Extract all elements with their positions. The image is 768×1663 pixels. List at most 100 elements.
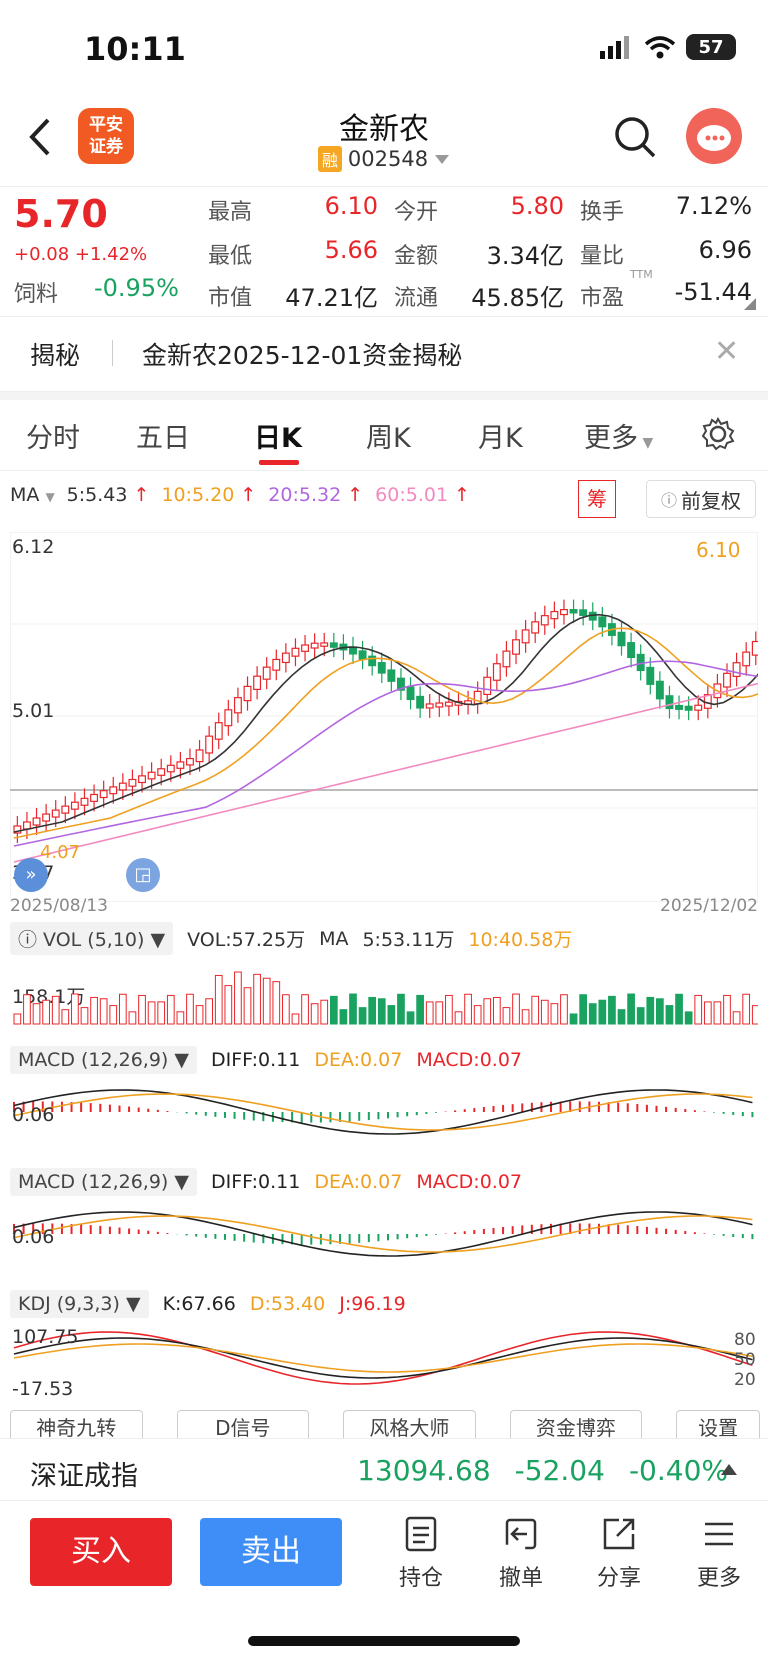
index-ticker-bar[interactable] (0, 1438, 768, 1501)
tab-monthly-k[interactable]: 月K (478, 423, 523, 454)
fund-reveal-bar[interactable] (0, 316, 768, 392)
kdj-indicator-selector[interactable]: KDJ (9,3,3) ▼ (10, 1290, 149, 1318)
tab-weekly-k[interactable]: 周K (366, 423, 411, 454)
kdj-top-label: 107.75 (12, 1326, 79, 1348)
j-line (13, 1331, 753, 1385)
tool-fund-game[interactable]: 资金博弈 (509, 1410, 643, 1446)
holdings-button[interactable]: 持仓 (386, 1514, 456, 1592)
volume-bar (186, 993, 194, 1025)
volume-bar (723, 994, 731, 1025)
stock-code: 002548 (347, 147, 429, 171)
cancel-order-button[interactable]: 撤单 (486, 1514, 556, 1592)
max-price-mark: 6.10 (696, 538, 741, 562)
volume-bar (550, 1003, 559, 1025)
candlestick (512, 639, 520, 655)
index-change: -52.04 (514, 1454, 605, 1487)
kdj-chart[interactable] (10, 1320, 758, 1396)
kdj-level-80: 80 (734, 1330, 756, 1350)
section-gap (0, 392, 768, 400)
candlestick (329, 642, 338, 648)
tab-five-day[interactable]: 五日 (136, 423, 190, 454)
volume-bar (406, 1011, 415, 1025)
volume-bar (329, 995, 338, 1025)
last-price: 5.70 (14, 192, 108, 236)
tool-settings[interactable]: 设置 (676, 1410, 761, 1446)
collapse-arrows-icon[interactable]: » (14, 858, 48, 892)
volume-bar (71, 993, 79, 1025)
volume-bar (732, 1011, 741, 1025)
adjust-mode-button[interactable]: ⓘ 前复权 (646, 480, 756, 518)
candlestick (243, 685, 252, 702)
signal-icon (600, 36, 629, 59)
macd-indicator-selector-1[interactable]: MACD (12,26,9) ▼ (10, 1046, 197, 1074)
volume-ratio-value: 6.96 (698, 236, 752, 264)
min-price-mark: 4.07 (40, 842, 81, 863)
vol-value: VOL:57.25万 (187, 929, 306, 951)
candlestick (406, 686, 415, 701)
reveal-link[interactable]: 金新农2025-12-01资金揭秘 (142, 341, 463, 370)
volume-bar (109, 1005, 118, 1025)
candlestick (61, 805, 70, 814)
volume-bar (368, 996, 377, 1025)
volume-chart[interactable] (10, 954, 758, 1030)
macd-value-1: MACD:0.07 (416, 1049, 523, 1071)
share-button[interactable]: 分享 (584, 1514, 654, 1592)
candlestick (732, 662, 741, 677)
tab-daily-k[interactable]: 日K (254, 423, 302, 454)
candlestick (435, 702, 444, 708)
chat-bubble-icon (697, 125, 731, 151)
ma-legend[interactable]: MA ▼ 5:5.43 ↑ 10:5.20 ↑ 20:5.32 ↑ 60:5.0… (10, 484, 470, 506)
candlestick (320, 642, 329, 647)
candlestick (675, 704, 684, 710)
vol-indicator-selector[interactable]: ⓘ VOL (5,10) ▼ (10, 922, 174, 955)
caret-up-icon[interactable] (720, 1462, 738, 1476)
candlestick-chart[interactable] (10, 532, 758, 902)
candlestick (492, 663, 501, 681)
assistant-avatar[interactable] (686, 108, 742, 164)
volume-bar (90, 996, 98, 1025)
sell-button[interactable]: 卖出 (200, 1518, 342, 1586)
tab-more[interactable]: 更多 ▼ (584, 423, 654, 454)
index-name: 深证成指 (30, 1461, 138, 1492)
indicator-tools: 神奇九转 D信号 风格大师 资金博弈 设置 (10, 1410, 761, 1446)
sector-label[interactable]: 饲料 (14, 282, 59, 307)
candlestick (291, 647, 300, 657)
expand-corner-icon[interactable] (744, 298, 756, 310)
macd-chart-2[interactable] (10, 1196, 758, 1272)
candlestick (157, 768, 166, 776)
volume-bar (397, 993, 405, 1025)
candlestick (166, 764, 175, 773)
macd-header-1: MACD (12,26,9) ▼ DIFF:0.11 DEA:0.07 MACD… (10, 1046, 522, 1074)
amount-value: 3.34亿 (486, 242, 564, 270)
d-line (13, 1343, 753, 1373)
gear-icon[interactable] (700, 416, 736, 452)
close-icon[interactable]: ✕ (714, 334, 740, 369)
back-button[interactable] (22, 112, 62, 162)
candlestick (32, 817, 41, 826)
index-values: 13094.68 -52.04 -0.40% (357, 1454, 728, 1487)
candlestick (358, 650, 367, 660)
stock-code-selector[interactable]: 融 002548 (0, 146, 768, 172)
macd-indicator-selector-2[interactable]: MACD (12,26,9) ▼ (10, 1168, 197, 1196)
candlestick (665, 695, 674, 710)
tab-intraday[interactable]: 分时 (26, 423, 80, 454)
volume-bar (243, 987, 252, 1025)
search-icon[interactable] (610, 112, 660, 162)
candlestick (723, 672, 731, 688)
candlestick (531, 621, 540, 634)
macd-chart-1[interactable] (10, 1074, 758, 1150)
candlestick (377, 662, 386, 674)
ma-selector[interactable]: MA ▼ (10, 484, 55, 506)
pe-value: -51.44 (674, 278, 752, 306)
candlestick (224, 709, 233, 727)
ma10-value: 10:5.20 ↑ (161, 484, 257, 506)
event-marker-icon[interactable]: ◲ (126, 858, 160, 892)
more-button[interactable]: 更多 (684, 1514, 754, 1592)
buy-button[interactable]: 买入 (30, 1518, 172, 1586)
candlestick (310, 642, 319, 649)
volume-bar (636, 1007, 645, 1025)
macd-diff-1: DIFF:0.11 (211, 1049, 301, 1071)
chip-distribution-button[interactable]: 筹 (578, 480, 616, 518)
index-percent: -0.40% (628, 1454, 728, 1487)
volume-bar (51, 995, 60, 1025)
